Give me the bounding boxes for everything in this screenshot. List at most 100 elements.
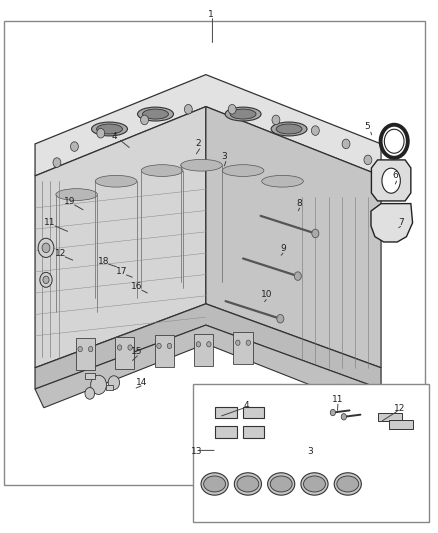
- Ellipse shape: [180, 159, 223, 171]
- Text: 3: 3: [307, 448, 313, 456]
- Ellipse shape: [141, 165, 183, 176]
- Circle shape: [272, 115, 280, 125]
- Bar: [4, 21, 425, 485]
- Circle shape: [108, 376, 120, 390]
- Circle shape: [246, 340, 251, 345]
- Circle shape: [294, 272, 301, 280]
- Polygon shape: [371, 204, 413, 242]
- Ellipse shape: [334, 473, 361, 495]
- Ellipse shape: [237, 476, 259, 492]
- Bar: [76, 338, 95, 370]
- Text: 5: 5: [364, 123, 370, 131]
- Circle shape: [196, 342, 201, 347]
- Text: 4: 4: [111, 132, 117, 141]
- Circle shape: [97, 128, 105, 138]
- Polygon shape: [35, 325, 381, 408]
- Circle shape: [78, 346, 82, 352]
- Circle shape: [128, 345, 132, 350]
- Polygon shape: [35, 107, 206, 368]
- Polygon shape: [35, 75, 381, 176]
- Ellipse shape: [204, 476, 226, 492]
- Text: 19: 19: [64, 197, 76, 206]
- Text: 2: 2: [196, 140, 201, 148]
- Bar: [389, 420, 413, 429]
- Polygon shape: [371, 160, 411, 201]
- Circle shape: [71, 142, 78, 151]
- Circle shape: [88, 346, 93, 352]
- Circle shape: [228, 104, 236, 114]
- Text: 16: 16: [131, 282, 143, 291]
- Circle shape: [91, 375, 106, 394]
- Circle shape: [330, 409, 336, 416]
- Ellipse shape: [304, 476, 325, 492]
- Bar: [106, 385, 113, 390]
- Text: 6: 6: [392, 172, 399, 180]
- Polygon shape: [206, 107, 381, 368]
- Bar: [243, 407, 264, 418]
- Ellipse shape: [301, 473, 328, 495]
- Circle shape: [312, 229, 319, 238]
- Ellipse shape: [261, 175, 303, 187]
- Ellipse shape: [142, 109, 169, 119]
- Bar: [215, 426, 237, 438]
- Ellipse shape: [92, 122, 127, 136]
- Circle shape: [53, 158, 61, 167]
- Circle shape: [341, 414, 346, 420]
- Bar: [193, 384, 429, 522]
- Ellipse shape: [201, 473, 228, 495]
- Text: 3: 3: [221, 152, 227, 160]
- Text: 14: 14: [136, 378, 147, 387]
- Text: 1: 1: [208, 10, 214, 19]
- Bar: [215, 407, 237, 418]
- Text: 7: 7: [398, 219, 404, 227]
- Ellipse shape: [230, 109, 256, 119]
- Text: 12: 12: [55, 249, 66, 258]
- Ellipse shape: [337, 476, 359, 492]
- Text: 18: 18: [98, 257, 110, 265]
- Circle shape: [236, 340, 240, 345]
- Circle shape: [364, 155, 372, 165]
- Text: 9: 9: [280, 244, 286, 253]
- Text: 13: 13: [191, 448, 202, 456]
- Text: 12: 12: [394, 404, 405, 413]
- Circle shape: [42, 243, 50, 253]
- Ellipse shape: [225, 107, 261, 121]
- Text: 8: 8: [296, 199, 302, 207]
- Polygon shape: [35, 304, 381, 389]
- Circle shape: [38, 238, 54, 257]
- Ellipse shape: [382, 168, 400, 193]
- Circle shape: [43, 276, 49, 284]
- Text: 10: 10: [261, 290, 272, 299]
- Circle shape: [117, 345, 122, 350]
- Text: 11: 11: [44, 219, 55, 227]
- Circle shape: [157, 343, 161, 349]
- Ellipse shape: [95, 175, 137, 187]
- Ellipse shape: [270, 476, 292, 492]
- Circle shape: [207, 342, 211, 347]
- Circle shape: [311, 126, 319, 135]
- Text: 15: 15: [131, 348, 143, 356]
- Ellipse shape: [271, 122, 307, 136]
- Bar: [378, 413, 402, 421]
- Ellipse shape: [223, 165, 264, 176]
- Bar: [85, 373, 95, 379]
- Ellipse shape: [56, 189, 97, 200]
- Circle shape: [85, 387, 95, 399]
- Bar: [233, 332, 253, 364]
- Circle shape: [342, 139, 350, 149]
- Circle shape: [141, 115, 148, 125]
- Ellipse shape: [276, 124, 302, 134]
- Bar: [194, 334, 213, 366]
- Bar: [243, 426, 264, 438]
- Circle shape: [40, 272, 52, 287]
- Ellipse shape: [268, 473, 295, 495]
- Bar: [155, 335, 174, 367]
- Text: 11: 11: [332, 395, 344, 404]
- Ellipse shape: [234, 473, 261, 495]
- Text: 17: 17: [116, 268, 127, 276]
- Ellipse shape: [138, 107, 173, 121]
- Bar: [115, 337, 134, 369]
- Text: 4: 4: [244, 401, 249, 410]
- Circle shape: [167, 343, 172, 349]
- Ellipse shape: [384, 130, 404, 154]
